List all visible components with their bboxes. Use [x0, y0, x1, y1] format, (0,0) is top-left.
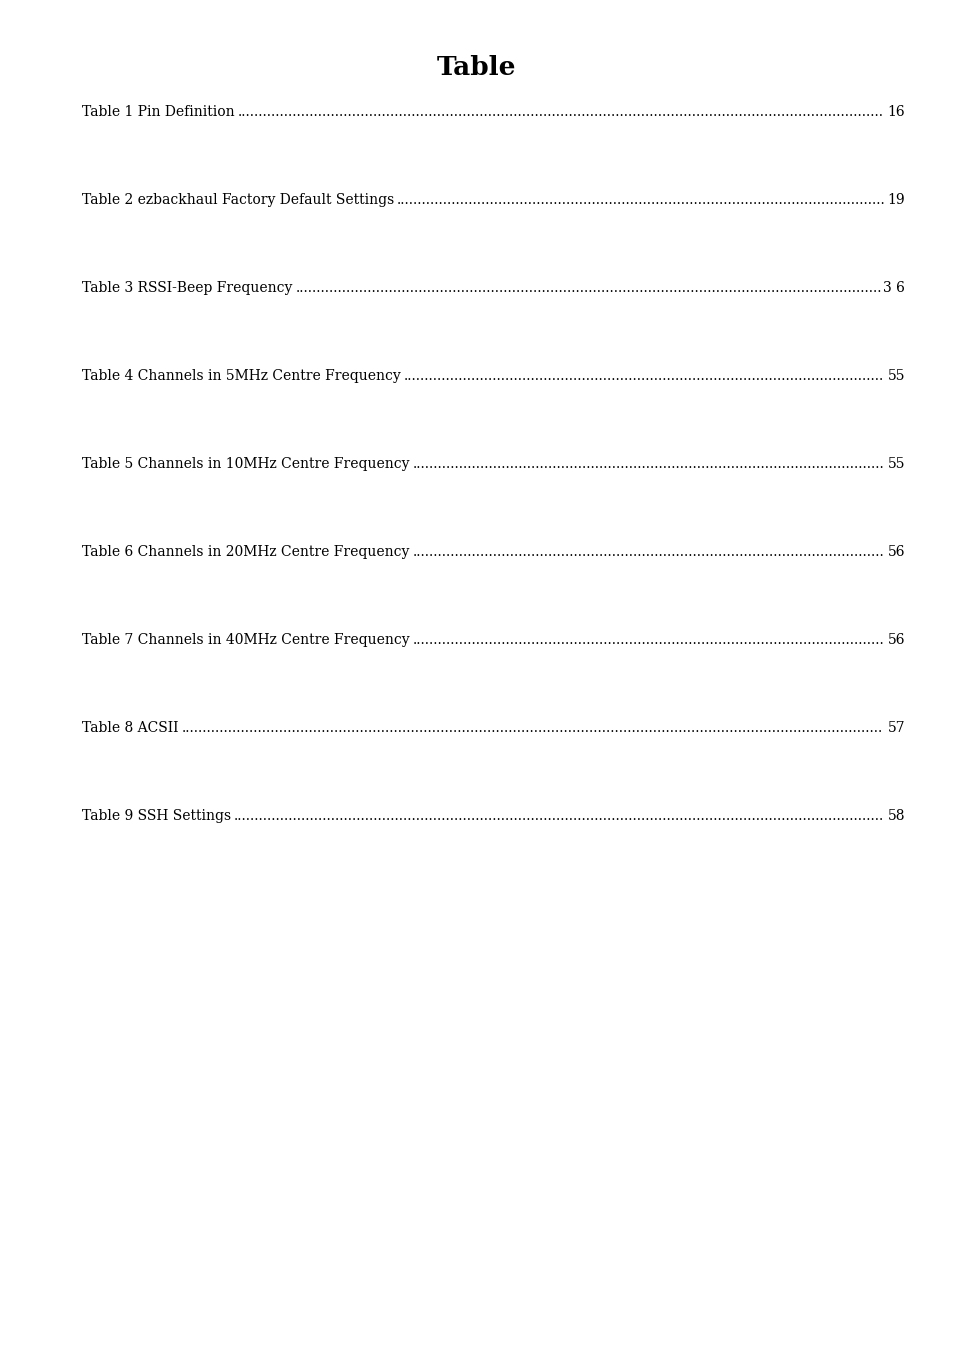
Text: 58: 58: [886, 809, 904, 824]
Text: ................................................................................: ........................................…: [237, 105, 882, 119]
Text: ................................................................................: ........................................…: [396, 193, 885, 207]
Text: 55: 55: [886, 458, 904, 471]
Text: 16: 16: [886, 105, 904, 119]
Text: ................................................................................: ........................................…: [412, 545, 883, 559]
Text: Table 2 ezbackhaul Factory Default Settings: Table 2 ezbackhaul Factory Default Setti…: [82, 193, 394, 207]
Text: Table 5 Channels in 10MHz Centre Frequency: Table 5 Channels in 10MHz Centre Frequen…: [82, 458, 409, 471]
Text: Table 7 Channels in 40MHz Centre Frequency: Table 7 Channels in 40MHz Centre Frequen…: [82, 633, 409, 647]
Text: Table 8 ACSII: Table 8 ACSII: [82, 721, 178, 734]
Text: ................................................................................: ........................................…: [403, 369, 883, 383]
Text: 57: 57: [886, 721, 904, 734]
Text: ................................................................................: ........................................…: [233, 809, 883, 824]
Text: 55: 55: [886, 369, 904, 383]
Text: Table 3 RSSI-Beep Frequency: Table 3 RSSI-Beep Frequency: [82, 281, 292, 296]
Text: Table 9 SSH Settings: Table 9 SSH Settings: [82, 809, 231, 824]
Text: Table 6 Channels in 20MHz Centre Frequency: Table 6 Channels in 20MHz Centre Frequen…: [82, 545, 409, 559]
Text: 19: 19: [886, 193, 904, 207]
Text: Table 4 Channels in 5MHz Centre Frequency: Table 4 Channels in 5MHz Centre Frequenc…: [82, 369, 400, 383]
Text: 56: 56: [886, 545, 904, 559]
Text: Table: Table: [436, 55, 517, 80]
Text: ................................................................................: ........................................…: [295, 281, 881, 296]
Text: ................................................................................: ........................................…: [181, 721, 882, 734]
Text: Table 1 Pin Definition: Table 1 Pin Definition: [82, 105, 234, 119]
Text: ................................................................................: ........................................…: [412, 458, 883, 471]
Text: 56: 56: [886, 633, 904, 647]
Text: 3 6: 3 6: [882, 281, 904, 296]
Text: ................................................................................: ........................................…: [413, 633, 883, 647]
